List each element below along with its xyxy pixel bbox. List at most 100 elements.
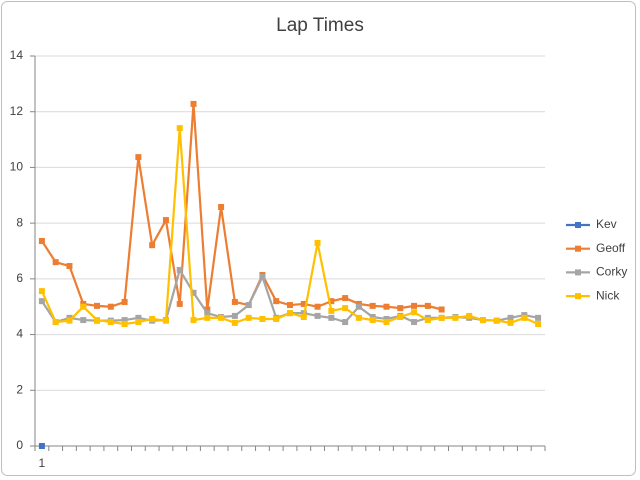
data-point xyxy=(135,314,142,321)
legend-marker xyxy=(575,222,581,228)
data-point xyxy=(438,306,445,313)
data-point xyxy=(397,314,404,321)
data-point xyxy=(190,100,197,107)
data-point xyxy=(176,125,183,132)
data-point xyxy=(162,317,169,324)
data-point xyxy=(66,263,73,270)
data-point xyxy=(149,315,156,322)
data-point xyxy=(507,314,514,321)
data-point xyxy=(383,315,390,322)
data-point xyxy=(355,314,362,321)
data-point xyxy=(149,242,156,249)
data-point xyxy=(135,154,142,161)
data-point xyxy=(397,305,404,312)
data-point xyxy=(80,317,87,324)
legend-label: Corky xyxy=(596,265,627,279)
y-tick-label: 8 xyxy=(16,215,23,229)
data-point xyxy=(438,314,445,321)
legend-marker xyxy=(575,293,581,300)
data-point xyxy=(424,302,431,309)
data-point xyxy=(273,298,280,305)
data-point xyxy=(507,319,514,326)
data-point xyxy=(466,312,473,319)
y-tick-label: 6 xyxy=(16,271,23,285)
data-point xyxy=(121,317,128,324)
legend-label: Geoff xyxy=(596,241,626,255)
data-point xyxy=(273,315,280,322)
y-tick-label: 12 xyxy=(10,104,24,118)
y-tick-label: 14 xyxy=(10,48,24,62)
data-point xyxy=(204,306,211,313)
data-point xyxy=(245,302,252,309)
y-tick-label: 10 xyxy=(10,160,24,174)
data-point xyxy=(355,303,362,310)
data-point xyxy=(190,289,197,296)
data-point xyxy=(300,300,307,307)
data-point xyxy=(204,314,211,321)
data-point xyxy=(94,317,101,324)
data-point xyxy=(369,314,376,321)
data-point xyxy=(535,320,542,327)
legend-label: Kev xyxy=(596,217,617,231)
data-point xyxy=(521,314,528,321)
data-point xyxy=(94,302,101,309)
data-point xyxy=(66,317,73,324)
y-tick-label: 4 xyxy=(16,327,23,341)
data-point xyxy=(190,317,197,324)
data-point xyxy=(259,315,266,322)
data-point xyxy=(218,314,225,321)
x-tick-label: 1 xyxy=(39,456,46,470)
data-point xyxy=(38,237,45,244)
data-point xyxy=(424,317,431,324)
data-point xyxy=(479,317,486,324)
data-point xyxy=(135,319,142,326)
data-point xyxy=(314,303,321,310)
data-point xyxy=(300,314,307,321)
data-point xyxy=(52,319,59,326)
data-point xyxy=(369,317,376,324)
data-point xyxy=(328,307,335,314)
data-point xyxy=(314,239,321,246)
data-point xyxy=(342,295,349,302)
data-point xyxy=(204,310,211,317)
data-point xyxy=(80,303,87,310)
data-point xyxy=(287,310,293,317)
data-point xyxy=(176,300,183,307)
data-point xyxy=(52,259,59,266)
y-tick-label: 2 xyxy=(16,382,23,396)
legend-marker xyxy=(575,245,581,252)
data-point xyxy=(342,305,349,312)
data-point xyxy=(342,319,349,326)
data-point xyxy=(38,298,45,305)
data-point xyxy=(121,320,128,327)
data-point xyxy=(121,298,128,305)
data-point xyxy=(383,303,390,310)
data-point xyxy=(411,302,418,309)
data-point xyxy=(218,203,225,210)
legend-label: Nick xyxy=(596,288,620,302)
data-point xyxy=(383,319,390,326)
data-point xyxy=(176,266,183,273)
data-point xyxy=(287,302,293,309)
data-point xyxy=(245,314,252,321)
y-tick-label: 0 xyxy=(16,438,23,452)
data-point xyxy=(328,298,335,305)
data-point xyxy=(162,217,169,224)
data-point xyxy=(231,298,238,305)
data-point xyxy=(107,303,114,310)
data-point xyxy=(328,314,335,321)
data-point xyxy=(231,319,238,326)
chart-title: Lap Times xyxy=(276,15,364,36)
data-point xyxy=(38,443,45,449)
data-point xyxy=(411,319,418,326)
data-point xyxy=(493,317,500,324)
data-point xyxy=(411,309,418,316)
data-point xyxy=(259,273,266,280)
data-point xyxy=(107,319,114,326)
legend-marker xyxy=(575,269,581,276)
data-point xyxy=(38,288,45,295)
data-point xyxy=(535,314,542,321)
data-point xyxy=(452,314,459,321)
